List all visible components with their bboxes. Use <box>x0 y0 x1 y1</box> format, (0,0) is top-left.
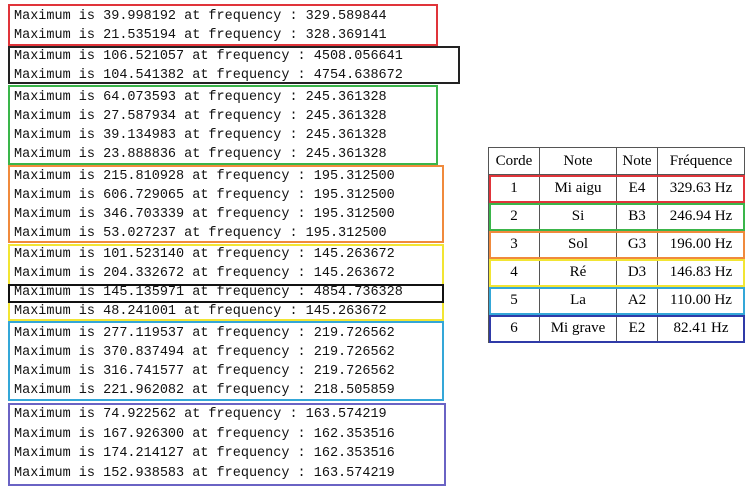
log-line: Maximum is 370.837494 at frequency : 219… <box>14 345 395 360</box>
log-line: Maximum is 221.962082 at frequency : 218… <box>14 383 395 398</box>
cell-note-name: Mi aigu <box>539 174 617 203</box>
cell-frequence: 246.94 Hz <box>657 202 745 231</box>
cell-frequence: 82.41 Hz <box>657 314 745 343</box>
log-line: Maximum is 316.741577 at frequency : 219… <box>14 364 395 379</box>
log-line: Maximum is 204.332672 at frequency : 145… <box>14 266 395 281</box>
table-row: 6 Mi grave E2 82.41 Hz <box>488 314 745 343</box>
log-line: Maximum is 167.926300 at frequency : 162… <box>14 426 395 442</box>
header-corde: Corde <box>488 147 540 175</box>
log-line: Maximum is 48.241001 at frequency : 145.… <box>14 304 387 319</box>
header-note-code: Note <box>616 147 658 175</box>
cell-note-name: Mi grave <box>539 314 617 343</box>
log-line: Maximum is 39.998192 at frequency : 329.… <box>14 9 387 24</box>
header-note-name: Note <box>539 147 617 175</box>
cell-note-name: La <box>539 286 617 315</box>
log-group-6: Maximum is 277.119537 at frequency : 219… <box>8 321 444 401</box>
cell-corde: 6 <box>488 314 540 343</box>
log-group-5: Maximum is 101.523140 at frequency : 145… <box>8 244 444 321</box>
log-group-3: Maximum is 64.073593 at frequency : 245.… <box>8 85 438 165</box>
cell-note-code: D3 <box>616 258 658 287</box>
header-frequence: Fréquence <box>657 147 745 175</box>
log-group-7: Maximum is 74.922562 at frequency : 163.… <box>8 403 446 486</box>
log-line: Maximum is 174.214127 at frequency : 162… <box>14 446 395 461</box>
cell-note-code: E4 <box>616 174 658 203</box>
log-line: Maximum is 39.134983 at frequency : 245.… <box>14 128 387 143</box>
cell-frequence: 110.00 Hz <box>657 286 745 315</box>
log-group-2: Maximum is 106.521057 at frequency : 450… <box>8 46 460 84</box>
cell-corde: 3 <box>488 230 540 259</box>
log-line: Maximum is 215.810928 at frequency : 195… <box>14 169 395 184</box>
cell-note-code: A2 <box>616 286 658 315</box>
log-line: Maximum is 104.541382 at frequency : 475… <box>14 68 403 83</box>
table-row: 4 Ré D3 146.83 Hz <box>488 258 745 287</box>
table-header-row: Corde Note Note Fréquence <box>488 147 745 175</box>
cell-corde: 2 <box>488 202 540 231</box>
cell-frequence: 146.83 Hz <box>657 258 745 287</box>
cell-corde: 1 <box>488 174 540 203</box>
log-line: Maximum is 27.587934 at frequency : 245.… <box>14 109 387 124</box>
log-group-4: Maximum is 215.810928 at frequency : 195… <box>8 165 444 243</box>
log-line: Maximum is 145.135971 at frequency : 485… <box>14 285 403 300</box>
guitar-notes-table: Corde Note Note Fréquence 1 Mi aigu E4 3… <box>488 147 745 343</box>
log-line: Maximum is 101.523140 at frequency : 145… <box>14 247 395 262</box>
cell-frequence: 329.63 Hz <box>657 174 745 203</box>
cell-note-name: Sol <box>539 230 617 259</box>
table-row: 1 Mi aigu E4 329.63 Hz <box>488 174 745 203</box>
log-line: Maximum is 606.729065 at frequency : 195… <box>14 188 395 203</box>
log-line: Maximum is 277.119537 at frequency : 219… <box>14 326 395 341</box>
log-line: Maximum is 23.888836 at frequency : 245.… <box>14 147 387 162</box>
cell-corde: 4 <box>488 258 540 287</box>
table-row: 5 La A2 110.00 Hz <box>488 286 745 315</box>
log-line: Maximum is 74.922562 at frequency : 163.… <box>14 407 387 422</box>
table-row: 3 Sol G3 196.00 Hz <box>488 230 745 259</box>
log-group-1: Maximum is 39.998192 at frequency : 329.… <box>8 4 438 46</box>
log-line: Maximum is 152.938583 at frequency : 163… <box>14 465 395 481</box>
log-line: Maximum is 106.521057 at frequency : 450… <box>14 49 403 64</box>
cell-note-code: B3 <box>616 202 658 231</box>
cell-corde: 5 <box>488 286 540 315</box>
log-line: Maximum is 21.535194 at frequency : 328.… <box>14 28 387 43</box>
frequency-log: Maximum is 39.998192 at frequency : 329.… <box>8 4 460 486</box>
log-line: Maximum is 64.073593 at frequency : 245.… <box>14 90 387 105</box>
log-line: Maximum is 346.703339 at frequency : 195… <box>14 207 395 222</box>
table-row: 2 Si B3 246.94 Hz <box>488 202 745 231</box>
cell-note-code: G3 <box>616 230 658 259</box>
cell-frequence: 196.00 Hz <box>657 230 745 259</box>
cell-note-name: Ré <box>539 258 617 287</box>
cell-note-code: E2 <box>616 314 658 343</box>
log-line: Maximum is 53.027237 at frequency : 195.… <box>14 226 387 241</box>
cell-note-name: Si <box>539 202 617 231</box>
